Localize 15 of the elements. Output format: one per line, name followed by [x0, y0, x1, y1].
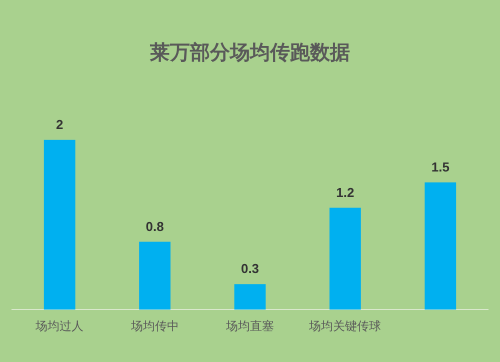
bar — [424, 182, 456, 310]
data-label: 1.2 — [336, 184, 354, 200]
x-tick-label: 场均直塞 — [225, 318, 274, 333]
x-tick-label: 场均关键传球 — [308, 318, 382, 333]
x-tick-label: 场均传中 — [130, 318, 179, 333]
data-label: 0.3 — [240, 261, 260, 276]
data-label: 0.8 — [146, 218, 164, 234]
bar — [329, 208, 361, 310]
x-tick-label: 场均过人 — [34, 318, 84, 333]
chart-title: 莱万部分场均传跑数据 — [149, 40, 350, 64]
bar — [139, 242, 171, 310]
data-label: 2 — [56, 117, 64, 132]
bar — [234, 284, 266, 310]
bar — [44, 140, 76, 310]
data-label: 1.5 — [431, 159, 450, 174]
